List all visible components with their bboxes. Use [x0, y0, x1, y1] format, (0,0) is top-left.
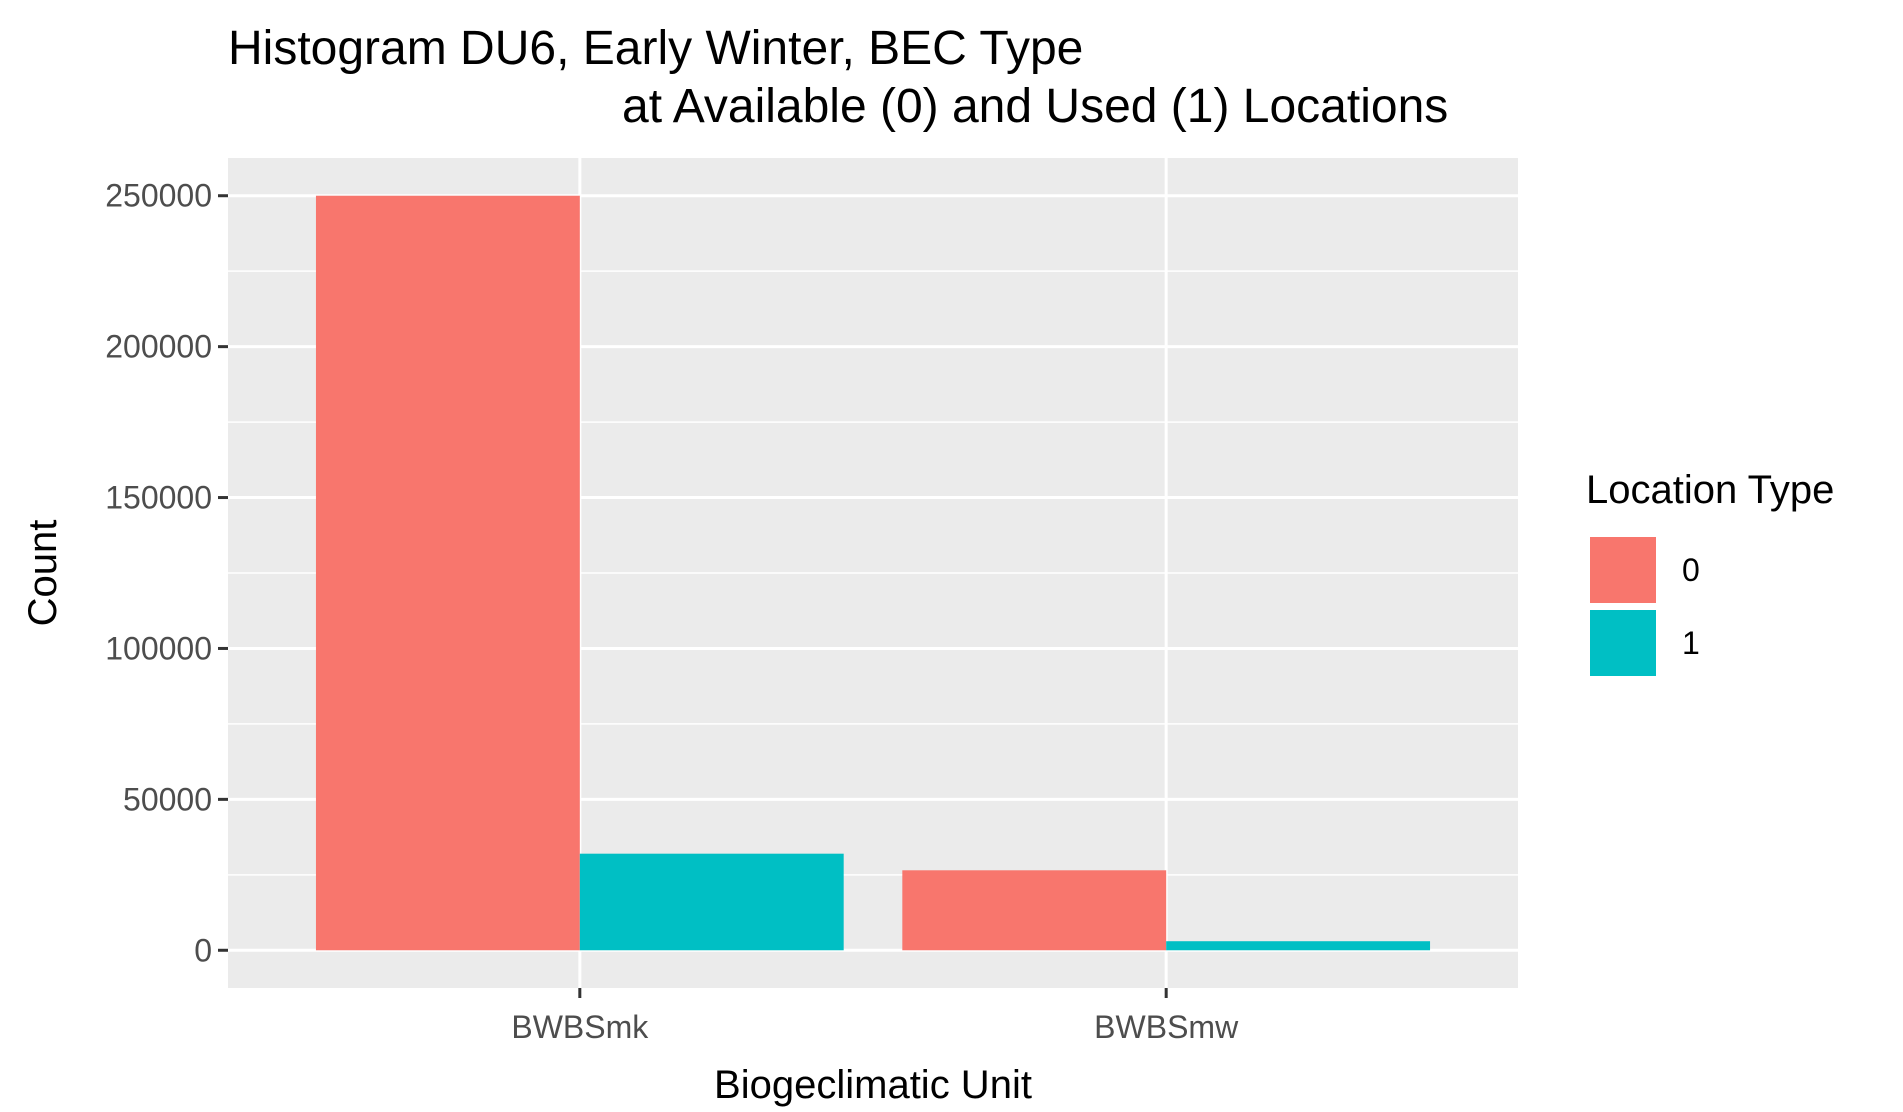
bar-bwbsmw-series-1 [1166, 941, 1431, 951]
legend: Location Type 0 1 [1586, 468, 1834, 676]
y-tick-label: 150000 [105, 480, 212, 516]
bars [315, 195, 1431, 951]
chart-title-line1: Histogram DU6, Early Winter, BEC Type [228, 22, 1083, 75]
y-tick-label: 0 [194, 932, 212, 968]
legend-title: Location Type [1586, 468, 1834, 512]
bar-bwbsmw-series-0 [902, 870, 1167, 951]
legend-key-0 [1590, 537, 1656, 603]
y-tick-label: 50000 [123, 781, 212, 817]
y-tick-label: 250000 [105, 178, 212, 214]
legend-label: 1 [1682, 625, 1700, 661]
legend-key-1 [1590, 610, 1656, 676]
x-tick-label: BWBSmk [511, 1009, 649, 1045]
x-axis: BWBSmk BWBSmw [511, 988, 1239, 1045]
bar-bwbsmk-series-1 [579, 853, 844, 951]
x-tick-label: BWBSmw [1094, 1009, 1239, 1045]
bar-bwbsmk-series-0 [315, 195, 580, 951]
chart-title-line2: at Available (0) and Used (1) Locations [622, 80, 1448, 133]
y-tick-label: 200000 [105, 329, 212, 365]
y-tick-label: 100000 [105, 630, 212, 666]
y-axis-title: Count [21, 520, 65, 627]
x-axis-title: Biogeclimatic Unit [714, 1063, 1032, 1107]
legend-label: 0 [1682, 552, 1700, 588]
y-axis: 0 50000 100000 150000 200000 250000 [105, 178, 228, 968]
